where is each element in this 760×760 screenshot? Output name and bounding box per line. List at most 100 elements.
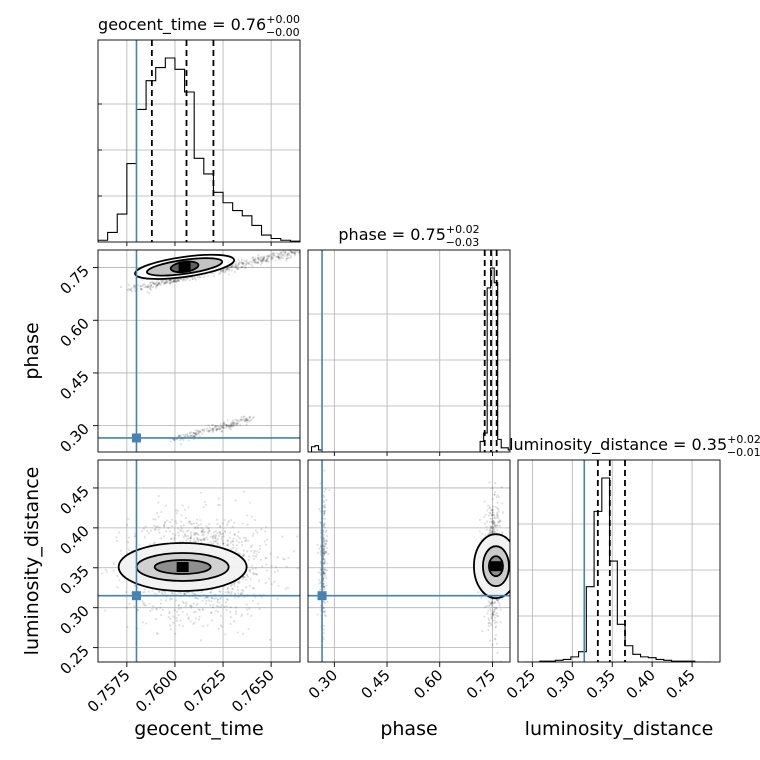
scatter-point [164, 281, 167, 284]
scatter-point [254, 572, 257, 576]
scatter-point [242, 490, 245, 493]
scatter-point [226, 587, 229, 591]
scatter-point [492, 520, 495, 523]
scatter-point [160, 281, 163, 284]
scatter-point [240, 419, 243, 422]
y-tick-label: 0.75 [56, 262, 92, 298]
scatter-point [323, 521, 326, 525]
scatter-point [247, 539, 250, 542]
scatter-point [246, 608, 249, 611]
scatter-point [490, 624, 493, 627]
scatter-point [492, 527, 496, 531]
scatter-point [480, 596, 483, 599]
scatter-point [153, 283, 157, 286]
scatter-point [169, 279, 173, 282]
scatter-point [89, 559, 91, 561]
scatter-point [488, 481, 491, 484]
x-tick-label: 0.7650 [228, 666, 278, 716]
scatter-point [241, 554, 244, 558]
scatter-point [273, 580, 276, 583]
hist-panel-luminosity_distance: luminosity_distance = 0.35+0.02 −0.01 [509, 433, 760, 663]
scatter-point [127, 283, 131, 287]
scatter-point [323, 513, 326, 517]
scatter-point [223, 422, 226, 425]
scatter-point [322, 569, 325, 573]
scatter-point [322, 553, 325, 557]
scatter-point [323, 572, 326, 575]
scatter-point [277, 584, 280, 587]
scatter-point [192, 592, 196, 595]
scatter-point [278, 257, 281, 260]
scatter-point [324, 506, 327, 509]
scatter-point [248, 416, 251, 419]
scatter-point [323, 526, 327, 529]
scatter-point [234, 265, 237, 269]
scatter-point [184, 533, 187, 536]
scatter-point [232, 423, 235, 426]
scatter-point [322, 610, 325, 613]
scatter-point [231, 264, 234, 267]
scatter-point [322, 533, 325, 537]
scatter-point [495, 524, 499, 527]
scatter-point [177, 435, 180, 438]
scatter-point [322, 545, 325, 548]
scatter-point [178, 278, 181, 281]
scatter-point [169, 596, 172, 600]
scatter-point [164, 504, 167, 507]
scatter-point [263, 255, 266, 258]
scatter-point [323, 510, 326, 513]
scatter-point [200, 491, 203, 494]
scatter-point [232, 582, 236, 585]
scatter-point [229, 610, 232, 613]
scatter-point [148, 602, 151, 605]
scatter-point [154, 285, 158, 288]
scatter-point [197, 533, 200, 536]
scatter-point [243, 259, 246, 262]
scatter-point [179, 529, 182, 532]
scatter-point [322, 577, 325, 580]
scatter-point [494, 524, 497, 527]
hist-panel-geocent_time: geocent_time = 0.76+0.00 −0.00 [97, 13, 301, 243]
scatter-point [304, 248, 306, 250]
scatter-point [237, 264, 240, 267]
scatter-point [488, 531, 491, 535]
scatter-point [231, 543, 235, 546]
scatter-point [494, 613, 497, 616]
scatter-point [194, 428, 197, 432]
scatter-point [183, 592, 186, 595]
scatter-point [206, 538, 209, 541]
scatter-point [277, 254, 280, 258]
scatter-point [492, 513, 495, 516]
scatter-point [493, 522, 496, 525]
scatter-point [495, 607, 498, 610]
scatter-point [257, 258, 260, 261]
scatter-point [179, 442, 183, 446]
scatter-point [155, 283, 159, 286]
scatter-point [193, 434, 196, 437]
scatter-point [131, 286, 135, 289]
scatter-point [322, 582, 325, 586]
scatter-point [235, 266, 238, 270]
scatter-point [197, 432, 200, 436]
scatter-point [249, 577, 252, 580]
scatter-point [192, 435, 195, 438]
scatter-point [499, 520, 502, 523]
scatter-point [323, 611, 326, 614]
scatter-point [184, 605, 187, 608]
scatter-point [318, 521, 322, 524]
scatter-point [491, 613, 495, 617]
scatter-point [104, 568, 107, 571]
scatter-point [226, 539, 229, 542]
scatter-point [245, 419, 249, 422]
scatter-point [113, 562, 116, 565]
scatter-point [254, 555, 258, 558]
scatter-point [251, 599, 254, 603]
x-tick-label: 0.30 [543, 666, 579, 702]
scatter-point [157, 494, 160, 498]
scatter-point [208, 426, 211, 429]
scatter-point [264, 581, 267, 585]
scatter-point [276, 556, 279, 559]
scatter-point [493, 524, 497, 528]
scatter-point [212, 534, 215, 538]
scatter-point [175, 522, 178, 525]
